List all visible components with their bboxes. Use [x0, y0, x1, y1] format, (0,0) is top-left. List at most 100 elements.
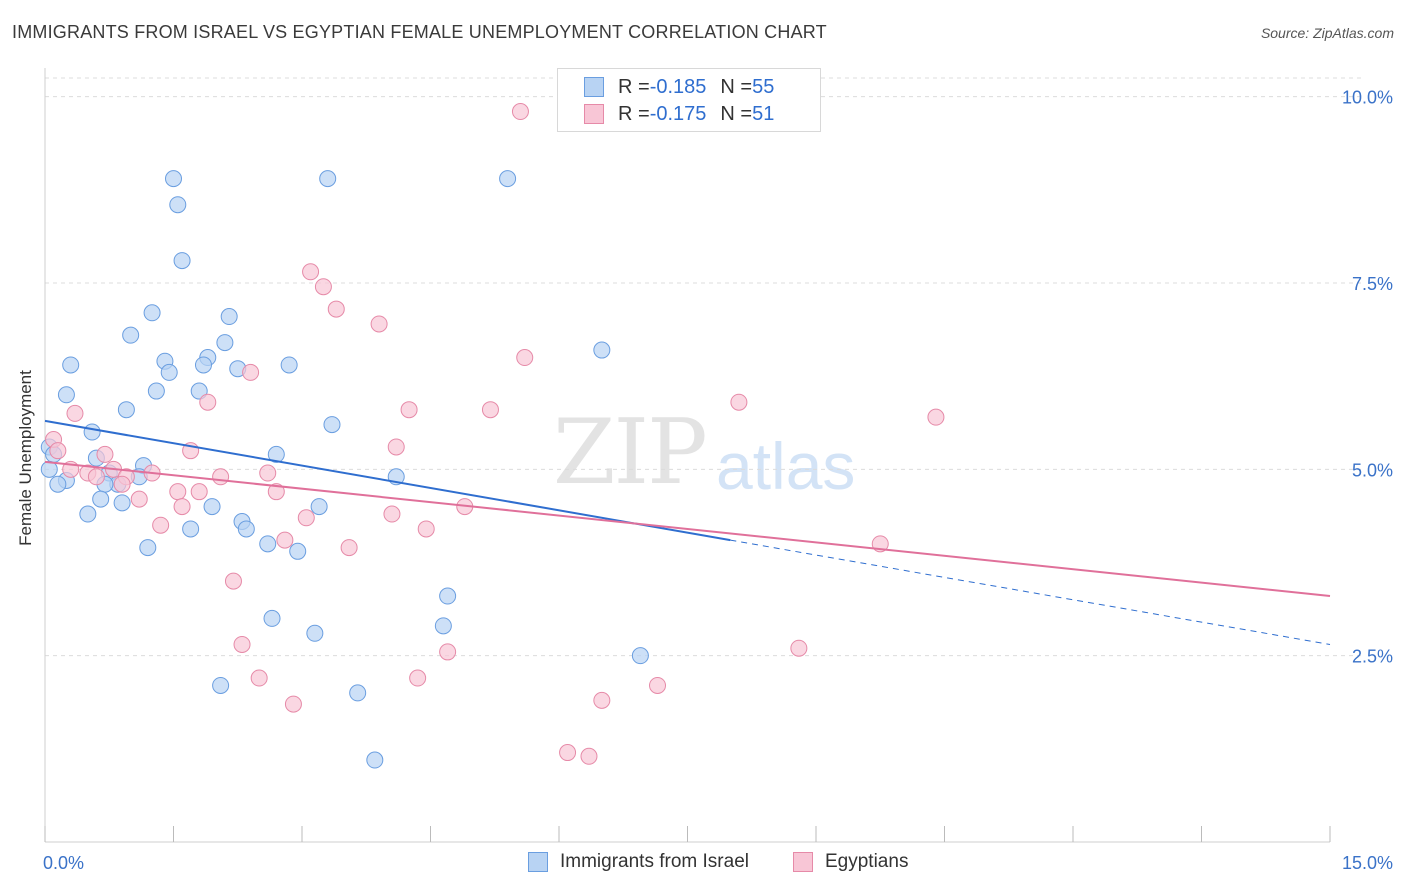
israel-point	[62, 356, 80, 374]
egyptian-point	[370, 315, 388, 333]
r-value: -0.175	[649, 102, 707, 125]
egyptian-point	[267, 483, 285, 501]
israel-point	[631, 647, 649, 665]
chart-title: IMMIGRANTS FROM ISRAEL VS EGYPTIAN FEMAL…	[12, 22, 827, 42]
israel-point	[499, 170, 517, 188]
r-value: -0.185	[649, 75, 707, 98]
israel-point	[194, 356, 212, 374]
egyptian-point	[439, 643, 457, 661]
egyptian-point	[559, 744, 577, 762]
egyptian-point	[66, 404, 84, 422]
egyptian-point	[511, 103, 529, 121]
egyptian-trend-line	[44, 460, 1331, 598]
correlation-legend: R = -0.185 N = 55 R = -0.175 N = 51	[557, 68, 821, 132]
israel-point	[139, 539, 157, 557]
israel-point	[237, 520, 255, 538]
israel-point	[190, 382, 208, 400]
y-tick-label: 2.5%	[1352, 647, 1393, 667]
israel-point	[216, 334, 234, 352]
egyptian-point	[340, 539, 358, 557]
israel-point	[182, 520, 200, 538]
watermark-zip: ZIP	[553, 400, 708, 505]
egyptian-point	[327, 300, 345, 318]
egyptian-point	[130, 490, 148, 508]
israel-point	[169, 196, 187, 214]
israel-trend-extension	[730, 539, 1331, 645]
israel-point	[310, 498, 328, 516]
israel-point	[92, 490, 110, 508]
egyptian-point	[96, 445, 114, 463]
israel-point	[113, 494, 131, 512]
egyptian-point	[113, 475, 131, 493]
x-tick-label: 0.0%	[43, 853, 84, 873]
israel-point	[173, 252, 191, 270]
egyptian-point	[481, 401, 499, 419]
egyptian-point	[593, 691, 611, 709]
egyptian-point	[190, 483, 208, 501]
egyptian-point	[284, 695, 302, 713]
israel-point	[267, 445, 285, 463]
israel-point	[434, 617, 452, 635]
egyptian-point	[400, 401, 418, 419]
y-tick-label: 10.0%	[1342, 88, 1393, 108]
y-tick-label: 5.0%	[1352, 460, 1393, 480]
israel-point	[323, 416, 341, 434]
egyptian-point	[259, 464, 277, 482]
israel-point	[160, 363, 178, 381]
israel-point	[280, 356, 298, 374]
egyptian-point	[314, 278, 332, 296]
blue-swatch	[528, 852, 548, 872]
egyptian-point	[224, 572, 242, 590]
egyptian-point	[87, 468, 105, 486]
egyptian-point	[169, 483, 187, 501]
y-tick-label: 7.5%	[1352, 274, 1393, 294]
egyptian-point	[212, 468, 230, 486]
legend-label: Immigrants from Israel	[560, 851, 749, 872]
legend-row-israel: R = -0.185 N = 55	[584, 75, 774, 99]
israel-point	[122, 326, 140, 344]
egyptian-point	[276, 531, 294, 549]
egyptian-point	[297, 509, 315, 527]
egyptian-point	[580, 747, 598, 765]
blue-swatch	[584, 77, 604, 97]
egyptian-point	[233, 635, 251, 653]
israel-point	[349, 684, 367, 702]
egyptian-point	[730, 393, 748, 411]
israel-point	[203, 498, 221, 516]
egyptian-point	[409, 669, 427, 687]
legend-item-egyptians: Egyptians	[793, 851, 908, 873]
r-label: R =	[618, 75, 650, 98]
israel-point	[212, 676, 230, 694]
legend-row-egyptians: R = -0.175 N = 51	[584, 102, 774, 126]
israel-point	[83, 423, 101, 441]
israel-point	[439, 587, 457, 605]
egyptian-point	[790, 639, 808, 657]
source-label: Source: ZipAtlas.com	[1260, 25, 1394, 41]
n-value: 51	[752, 102, 775, 125]
n-value: 55	[752, 75, 775, 98]
israel-point	[289, 542, 307, 560]
egyptian-point	[173, 498, 191, 516]
israel-point	[220, 308, 238, 326]
pink-swatch	[584, 104, 604, 124]
egyptian-point	[383, 505, 401, 523]
israel-point	[165, 170, 182, 188]
israel-point	[306, 624, 324, 642]
pink-swatch	[793, 852, 813, 872]
egyptian-point	[49, 442, 67, 460]
egyptian-point	[387, 438, 405, 456]
r-label: R =	[618, 102, 650, 125]
x-tick-label: 15.0%	[1342, 853, 1393, 873]
egyptian-point	[199, 393, 217, 411]
israel-trend-line	[44, 419, 731, 542]
israel-point	[366, 751, 384, 769]
israel-point	[263, 609, 281, 627]
israel-point	[259, 535, 277, 553]
watermark-atlas: atlas	[716, 429, 856, 503]
israel-point	[117, 401, 135, 419]
israel-point	[143, 304, 161, 322]
egyptian-point	[927, 408, 945, 426]
egyptian-point	[242, 363, 260, 381]
n-label: N =	[720, 75, 753, 98]
